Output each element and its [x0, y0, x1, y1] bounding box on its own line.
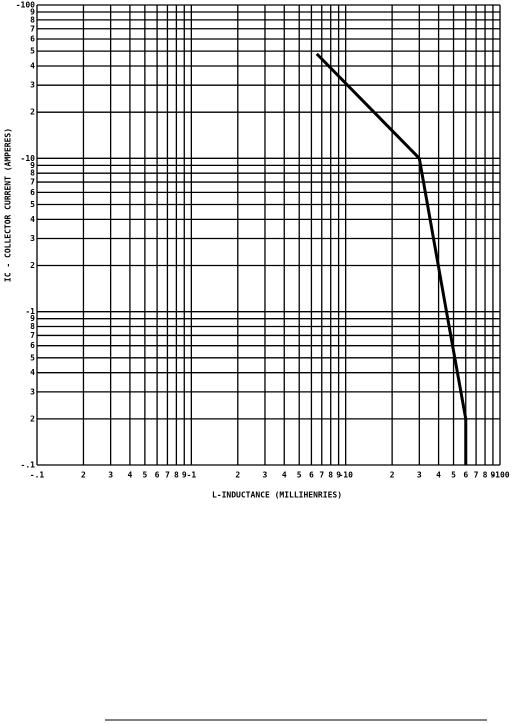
x-tick-label: 4: [282, 471, 287, 480]
x-tick-label: 2: [81, 471, 86, 480]
y-tick-label: 7: [30, 178, 35, 187]
y-tick-label: 8: [30, 15, 35, 24]
x-tick-label: 8: [483, 471, 488, 480]
y-tick-label: 3: [30, 234, 35, 243]
y-tick-label: 7: [30, 24, 35, 33]
y-tick-label: -100: [16, 1, 35, 10]
y-tick-label: 3: [30, 387, 35, 396]
y-tick-label: -10: [21, 154, 36, 163]
x-tick-label: 7: [474, 471, 479, 480]
x-tick-label: 3: [263, 471, 268, 480]
x-tick-label: -100: [490, 471, 509, 480]
x-tick-label: 2: [390, 471, 395, 480]
y-tick-label: 2: [30, 108, 35, 117]
x-tick-label: 3: [108, 471, 113, 480]
y-tick-label: 4: [30, 368, 35, 377]
x-tick-label: 5: [142, 471, 147, 480]
y-tick-label: 2: [30, 414, 35, 423]
y-tick-label: -1: [25, 307, 35, 316]
y-tick-label: 5: [30, 200, 35, 209]
x-tick-label: -.1: [30, 471, 45, 480]
x-tick-label: 4: [128, 471, 133, 480]
y-tick-label: 9: [30, 161, 35, 170]
y-tick-label: 4: [30, 215, 35, 224]
y-tick-label: 9: [30, 8, 35, 17]
x-tick-label: 5: [451, 471, 456, 480]
x-tick-label: 7: [319, 471, 324, 480]
y-tick-label: 5: [30, 47, 35, 56]
x-tick-label: 3: [417, 471, 422, 480]
x-tick-label: 9: [491, 471, 496, 480]
x-tick-label: 6: [309, 471, 314, 480]
data-line: [315, 52, 468, 465]
x-tick-label: 5: [297, 471, 302, 480]
y-tick-label: 9: [30, 314, 35, 323]
y-tick-label: 5: [30, 353, 35, 362]
y-tick-label: 6: [30, 188, 35, 197]
x-tick-label: 9: [336, 471, 341, 480]
x-axis-label: L-INDUCTANCE (MILLIHENRIES): [212, 491, 342, 500]
x-tick-label: 6: [155, 471, 160, 480]
x-tick-label: 7: [165, 471, 170, 480]
y-tick-label: 6: [30, 35, 35, 44]
y-axis-label: IC - COLLECTOR CURRENT (AMPERES): [4, 128, 13, 282]
y-tick-label: 7: [30, 331, 35, 340]
y-tick-label: 6: [30, 341, 35, 350]
x-tick-label: -1: [187, 471, 197, 480]
x-tick-label: 6: [463, 471, 468, 480]
x-tick-label: 9: [182, 471, 187, 480]
y-tick-label: 8: [30, 169, 35, 178]
y-tick-label: 2: [30, 261, 35, 270]
x-tick-label: 4: [436, 471, 441, 480]
x-tick-label: 2: [235, 471, 240, 480]
y-tick-label: 4: [30, 62, 35, 71]
y-tick-label: 3: [30, 81, 35, 90]
x-tick-label: -10: [338, 471, 353, 480]
x-tick-label: 8: [328, 471, 333, 480]
x-tick-label: 8: [174, 471, 179, 480]
y-tick-label: 8: [30, 322, 35, 331]
y-tick-label: -.1: [21, 461, 36, 470]
